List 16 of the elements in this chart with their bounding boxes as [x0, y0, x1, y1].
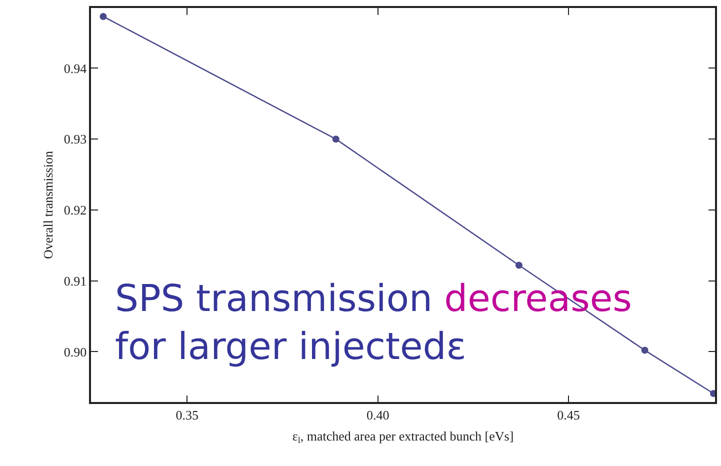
x-tick-label: 0.35 — [176, 407, 198, 422]
point — [100, 13, 107, 20]
y-tick-label: 0.94 — [64, 60, 88, 76]
y-tick-label: 0.91 — [64, 273, 87, 288]
y-axis-title: Overall transmission — [40, 150, 56, 259]
x-tick-label: 0.45 — [557, 407, 580, 422]
annotation: for larger injectedε — [115, 325, 466, 368]
y-tick-label: 0.92 — [64, 202, 87, 218]
x-axis-title: ε$_{l}$, matched area per extracted bunch [eVs] — [292, 428, 514, 446]
x-tick-label: 0.40 — [366, 407, 390, 422]
y-tick-label: 0.90 — [64, 344, 87, 360]
point — [515, 262, 522, 269]
annotation: SPS transmission — [115, 277, 432, 320]
y-tick-label: 0.93 — [64, 132, 87, 147]
point — [332, 136, 340, 143]
point — [641, 346, 648, 354]
